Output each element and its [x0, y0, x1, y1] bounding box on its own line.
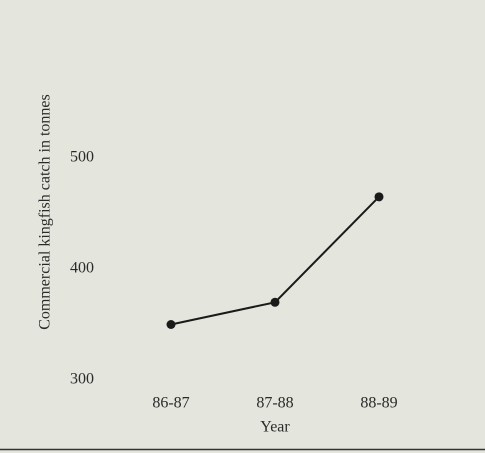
x-axis-label: Year: [260, 419, 290, 436]
data-point: [270, 297, 280, 307]
x-tick-label: 86-87: [152, 395, 189, 412]
x-tick-label: 87-88: [256, 395, 293, 412]
x-tick-label: 88-89: [360, 395, 397, 412]
data-point: [166, 320, 176, 329]
y-axis-label: Commercial kingfish catch in tonnes: [37, 94, 54, 330]
y-tick-label: 500: [70, 149, 94, 166]
y-tick-label: 400: [70, 260, 94, 277]
y-tick-label: 300: [70, 371, 94, 388]
data-point: [374, 192, 384, 202]
